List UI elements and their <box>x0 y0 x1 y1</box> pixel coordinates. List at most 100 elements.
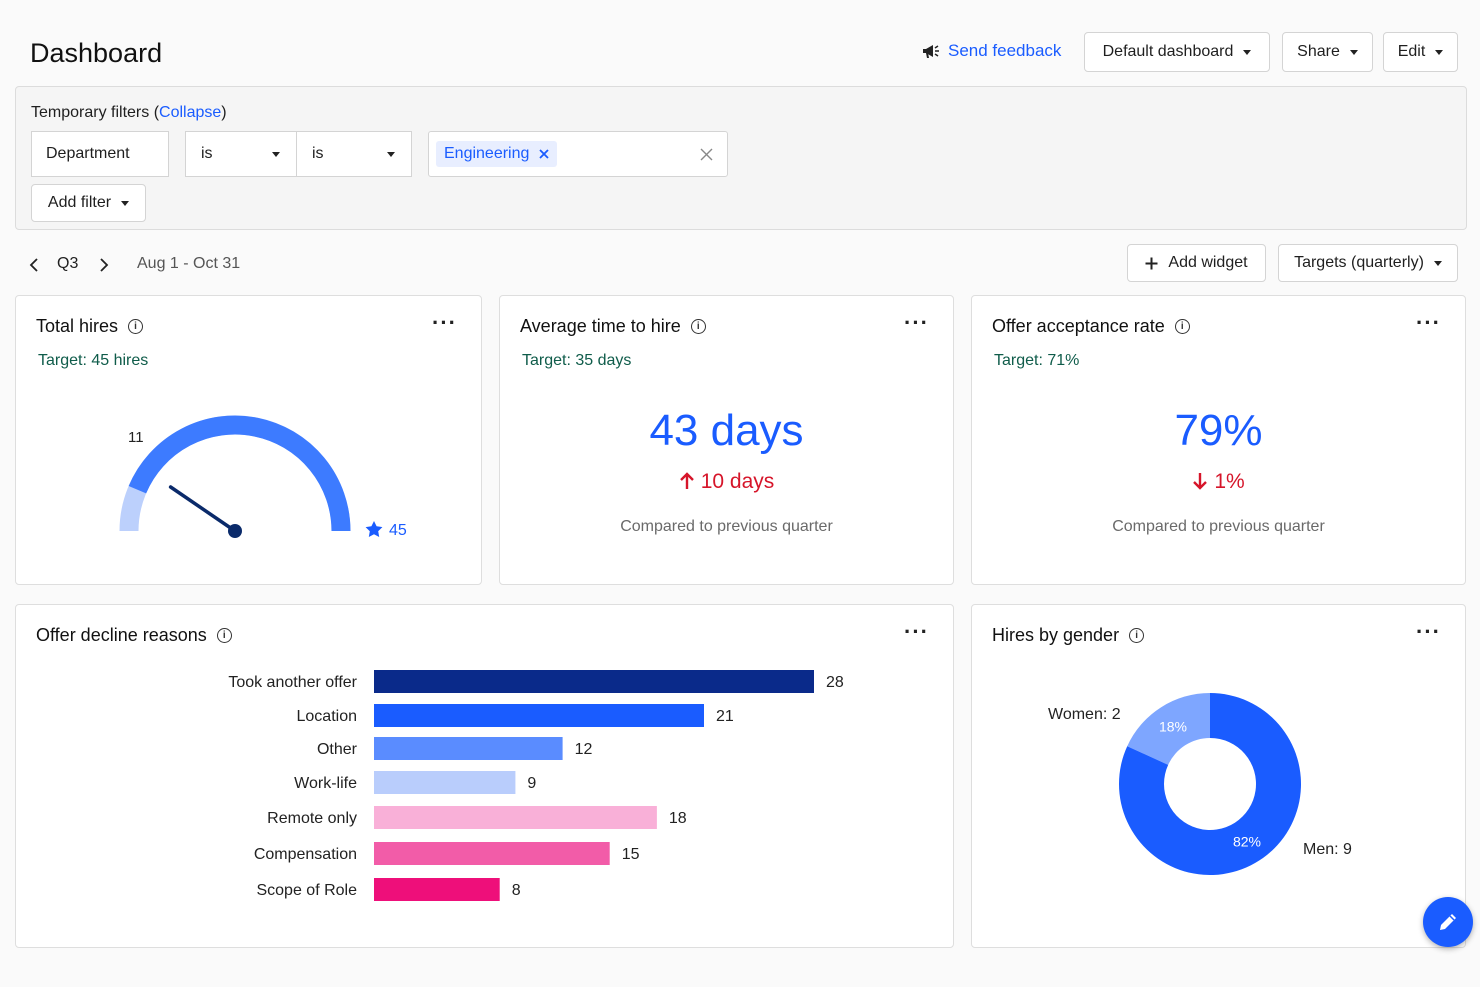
chevron-down-icon <box>1435 49 1444 55</box>
metric-delta-label: 1% <box>1214 470 1245 493</box>
compare-label: Compared to previous quarter <box>1112 518 1325 535</box>
bar-value-label: 8 <box>512 882 521 899</box>
card-title: Total hires i <box>36 316 144 337</box>
metric-delta: 1% <box>972 470 1465 494</box>
chevron-right-icon[interactable] <box>99 258 109 272</box>
filter-field-department[interactable]: Department <box>31 131 169 177</box>
targets-label: Targets (quarterly) <box>1294 254 1424 271</box>
bar-category-label: Other <box>317 741 358 758</box>
bar <box>374 771 516 794</box>
star-icon <box>365 521 383 537</box>
collapse-link[interactable]: Collapse <box>159 104 222 121</box>
page-title: Dashboard <box>30 38 163 68</box>
share-button[interactable]: Share <box>1282 32 1373 72</box>
bar-value-label: 15 <box>622 846 640 863</box>
gauge-chart: 11 45 <box>119 415 407 539</box>
info-icon[interactable]: i <box>1129 628 1145 643</box>
target-label: Target: 71% <box>994 352 1080 369</box>
card-title: Hires by gender i <box>992 625 1145 646</box>
filters-title: Temporary filters (Collapse) <box>31 104 227 121</box>
chevron-down-icon <box>272 151 280 157</box>
donut-legend-label: Women: 2 <box>1048 706 1121 723</box>
pencil-icon <box>1440 914 1456 930</box>
metric-delta: 10 days <box>500 470 953 494</box>
metric-value: 79% <box>1174 406 1263 455</box>
info-icon[interactable]: i <box>216 628 232 643</box>
megaphone-icon <box>923 45 939 58</box>
bar-category-label: Location <box>297 708 358 725</box>
chevron-down-icon <box>387 151 395 157</box>
bar-category-label: Remote only <box>267 810 357 827</box>
bar <box>374 806 657 829</box>
donut-percent-label: 18% <box>1159 718 1187 734</box>
add-widget-button[interactable]: Add widget <box>1127 244 1266 282</box>
bar <box>374 737 563 760</box>
default-dashboard-label: Default dashboard <box>1102 43 1234 60</box>
bar-value-label: 18 <box>669 810 687 827</box>
metric-delta-label: 10 days <box>700 470 775 493</box>
temporary-filters-panel: Temporary filters (Collapse) Department … <box>15 86 1467 230</box>
remove-chip-icon[interactable] <box>539 149 550 159</box>
card-title-text: Offer decline reasons <box>36 625 207 645</box>
default-dashboard-dropdown[interactable]: Default dashboard <box>1084 32 1270 72</box>
floating-edit-button[interactable] <box>1423 897 1473 947</box>
arrow-up-icon <box>679 472 694 489</box>
gauge-current-label: 11 <box>128 429 144 446</box>
bar <box>374 842 610 865</box>
average-time-to-hire-card: Average time to hire i ··· Target: 35 da… <box>499 295 954 585</box>
filter-operator-label-2: is <box>312 145 324 162</box>
card-title-text: Offer acceptance rate <box>992 316 1165 336</box>
bar-value-label: 21 <box>716 708 734 725</box>
hires-by-gender-donut-chart: 18% 82% Women: 2 Men: 9 <box>1048 693 1352 875</box>
filter-value-chip-label: Engineering <box>444 145 530 162</box>
more-options-icon[interactable]: ··· <box>904 619 929 644</box>
send-feedback-link[interactable]: Send feedback <box>922 41 1061 61</box>
decline-reasons-bar-chart: Took another offer 28 Location 21 Other 12 Wor… <box>228 670 844 901</box>
filters-title-text: Temporary filters <box>31 104 150 121</box>
chevron-left-icon[interactable] <box>29 258 39 272</box>
card-title: Offer acceptance rate i <box>992 316 1190 337</box>
more-options-icon[interactable]: ··· <box>432 310 457 335</box>
filter-operator-select[interactable]: is <box>185 131 297 177</box>
target-label: Target: 45 hires <box>38 352 149 369</box>
chevron-down-icon <box>1243 49 1252 55</box>
total-hires-card: Total hires i ··· Target: 45 hires 11 45 <box>15 295 482 585</box>
filter-operator-label: is <box>201 145 213 162</box>
bar-category-label: Took another offer <box>228 674 357 691</box>
chevron-down-icon <box>121 200 130 206</box>
filter-value-chip: Engineering <box>436 141 558 167</box>
filter-operator-select-2[interactable]: is <box>296 131 412 177</box>
card-title-text: Hires by gender <box>992 625 1120 645</box>
edit-button[interactable]: Edit <box>1383 32 1458 72</box>
more-options-icon[interactable]: ··· <box>1416 619 1441 644</box>
gauge-target-label: 45 <box>389 522 407 539</box>
info-icon[interactable]: i <box>1174 319 1190 334</box>
gauge-needle <box>168 485 237 533</box>
donut-legend-label: Men: 9 <box>1303 841 1352 858</box>
bar <box>374 878 500 901</box>
date-range: Aug 1 - Oct 31 <box>137 255 241 272</box>
add-widget-label: Add widget <box>1168 254 1248 271</box>
target-label: Target: 35 days <box>522 352 632 369</box>
offer-acceptance-rate-card: Offer acceptance rate i ··· Target: 71% … <box>971 295 1466 585</box>
targets-dropdown[interactable]: Targets (quarterly) <box>1278 244 1458 282</box>
bar-category-label: Work-life <box>294 775 357 792</box>
filter-field-label: Department <box>46 145 130 162</box>
top-bar: Dashboard Send feedback Default dashboar… <box>0 0 1480 86</box>
more-options-icon[interactable]: ··· <box>1416 310 1441 335</box>
period-bar: Q3 Aug 1 - Oct 31 Add widget Targets (qu… <box>0 240 1480 290</box>
info-icon[interactable]: i <box>128 319 144 334</box>
clear-icon[interactable] <box>700 148 713 161</box>
card-title-text: Average time to hire <box>520 316 681 336</box>
add-filter-button[interactable]: Add filter <box>31 184 146 222</box>
more-options-icon[interactable]: ··· <box>904 310 929 335</box>
compare-label: Compared to previous quarter <box>620 518 833 535</box>
bar-value-label: 12 <box>575 741 593 758</box>
bar <box>374 704 704 727</box>
add-filter-label: Add filter <box>47 194 112 211</box>
plus-icon <box>1145 257 1158 269</box>
card-title: Average time to hire i <box>520 316 706 337</box>
info-icon[interactable]: i <box>690 319 706 334</box>
filter-value-input[interactable]: Engineering <box>428 131 728 177</box>
donut-percent-label: 82% <box>1233 834 1261 850</box>
